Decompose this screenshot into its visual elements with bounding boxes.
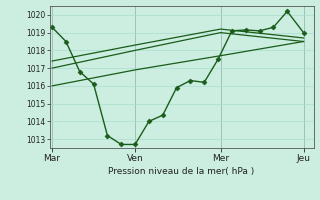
X-axis label: Pression niveau de la mer( hPa ): Pression niveau de la mer( hPa ) (108, 167, 255, 176)
